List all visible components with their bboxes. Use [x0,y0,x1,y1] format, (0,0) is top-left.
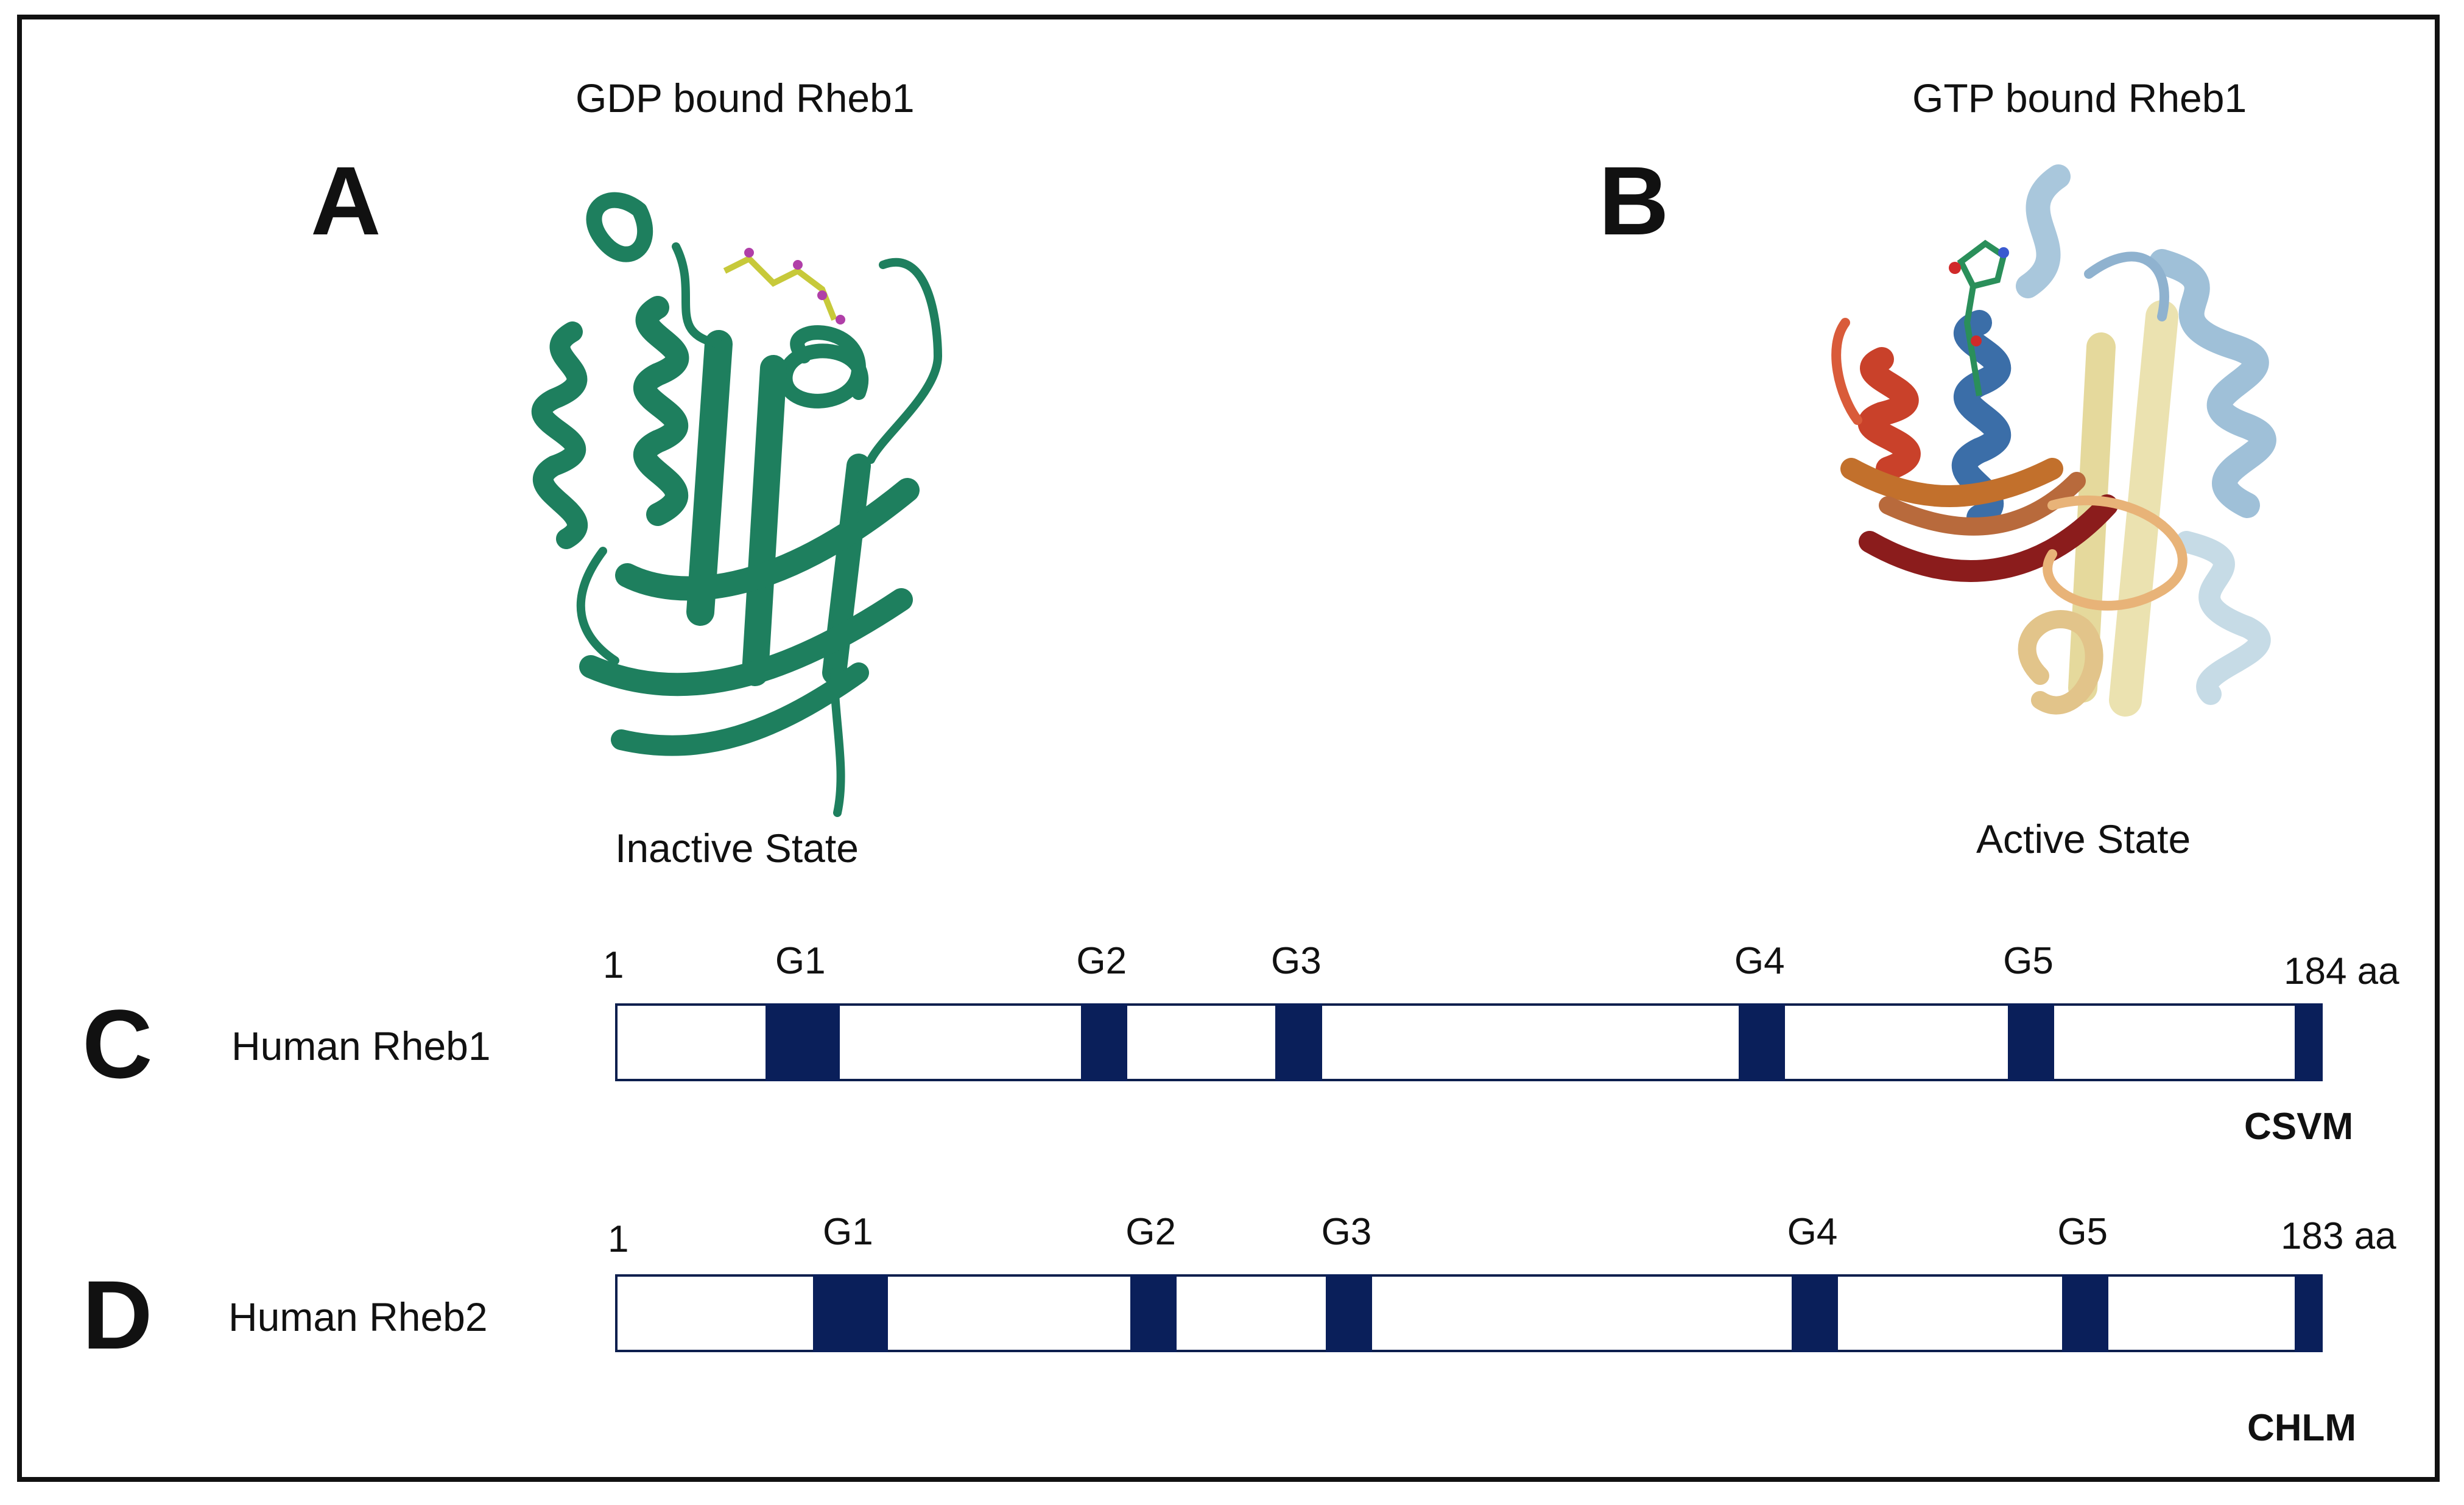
rheb1-length: 184 aa [2284,950,2399,992]
rheb2-domain-label-g3: G3 [1321,1211,1372,1253]
panel-b-title: GTP bound Rheb1 [1912,75,2247,121]
rheb2-motif: CHLM [2247,1407,2357,1449]
rheb1-domain-label-g1: G1 [775,940,826,982]
rheb2-name: Human Rheb2 [228,1294,488,1339]
rheb2-domain-label-g4: G4 [1787,1211,1838,1253]
panel-a-title: GDP bound Rheb1 [576,75,915,121]
panel-b-state: Active State [1976,816,2191,861]
rheb1-domain-block-g3 [1275,1003,1322,1081]
rheb2-length: 183 aa [2281,1215,2396,1257]
rheb1-domain-block-g4 [1739,1003,1786,1081]
panel-letter-d: D [82,1260,153,1369]
rheb1-sequence-bar [615,1003,2323,1081]
rheb1-motif: CSVM [2244,1106,2354,1148]
rheb1-name: Human Rheb1 [231,1023,491,1068]
panel-letter-a: A [311,146,381,255]
rheb2-domain-label-g1: G1 [823,1211,873,1253]
rheb2-domain-block-cterm [2295,1274,2323,1352]
rheb1-domain-block-g5 [2007,1003,2054,1081]
rheb1-domain-block-g1 [766,1003,840,1081]
rheb1-domain-label-g5: G5 [2003,940,2054,982]
panel-letter-c: C [82,989,153,1098]
rheb2-sequence-bar [615,1274,2323,1352]
rheb2-domain-block-g5 [2061,1274,2109,1352]
gdp-rheb1-structure [531,192,942,817]
panel-a-state: Inactive State [615,826,859,871]
rheb2-start: 1 [608,1218,629,1260]
gtp-rheb1-structure [1831,164,2276,717]
rheb2-domain-block-g4 [1791,1274,1839,1352]
rheb2-domain-label-g5: G5 [2057,1211,2108,1253]
rheb1-domain-block-g2 [1080,1003,1127,1081]
rheb1-start: 1 [603,944,624,986]
rheb2-domain-block-g3 [1325,1274,1373,1352]
panel-letter-b: B [1599,146,1669,255]
rheb1-domain-label-g2: G2 [1076,940,1127,982]
rheb2-domain-block-g1 [813,1274,888,1352]
rheb2-domain-label-g2: G2 [1125,1211,1176,1253]
rheb2-domain-block-g2 [1130,1274,1177,1352]
rheb1-domain-label-g4: G4 [1734,940,1785,982]
rheb1-domain-block-cterm [2295,1003,2323,1081]
rheb1-domain-label-g3: G3 [1270,940,1322,982]
